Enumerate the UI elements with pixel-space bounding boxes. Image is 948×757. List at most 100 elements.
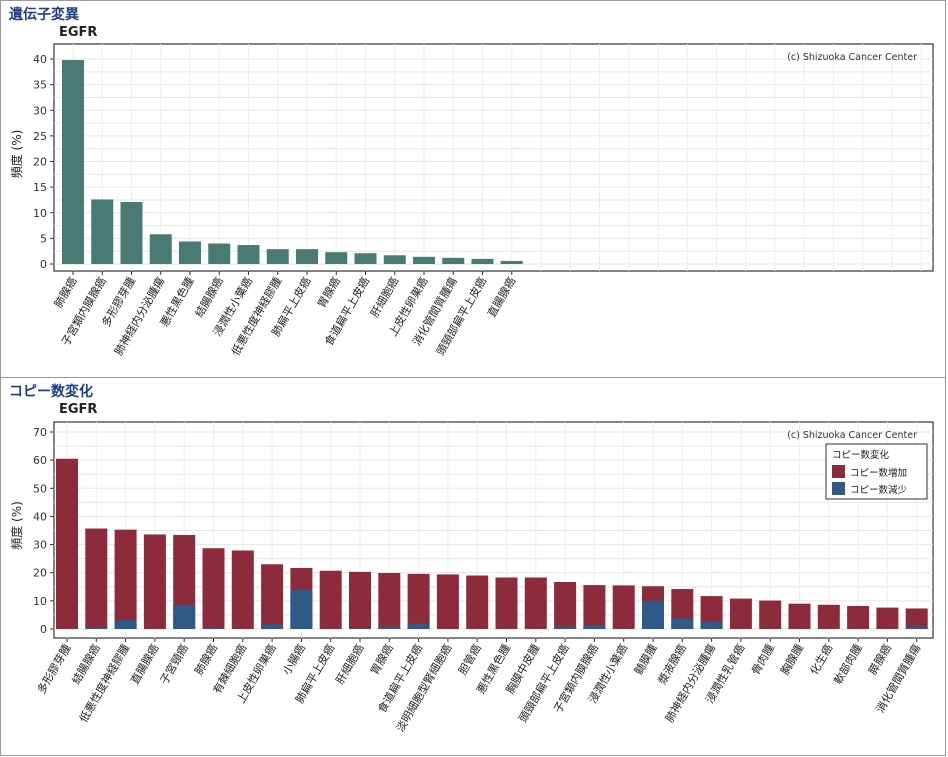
legend-entry: コピー数増加	[850, 467, 907, 479]
x-tick-label: 直腸腺癌	[127, 642, 161, 687]
bar-copy-gain	[788, 603, 811, 629]
x-tick-label: 直腸腺癌	[484, 275, 518, 320]
y-tick-label: 30	[33, 539, 47, 552]
bar-copy-gain	[759, 600, 782, 629]
x-tick-label: 肝細胞癌	[332, 642, 366, 687]
bar-copy-gain	[231, 550, 254, 629]
bar	[383, 255, 406, 264]
cnv-gene-title: EGFR	[59, 402, 98, 417]
bar-copy-loss	[905, 626, 928, 629]
bar-copy-gain	[378, 572, 401, 629]
x-tick-label: 漿液腺癌	[655, 642, 689, 687]
bar-copy-gain	[85, 528, 108, 629]
y-tick-label: 25	[33, 130, 47, 143]
legend-entry: コピー数減少	[850, 484, 908, 496]
x-tick-label: 胸腺腫	[777, 642, 806, 678]
bar	[325, 252, 348, 264]
bar-copy-gain	[349, 571, 371, 629]
copy-number-panel: コピー数変化 EGFR 0 10 20 30 40 50 60 70 頻度 (%) (c) Shi…	[0, 377, 946, 756]
bar-copy-loss	[407, 623, 430, 629]
plot-frame	[53, 43, 934, 272]
y-tick-label: 0	[40, 258, 47, 271]
bar	[62, 60, 84, 265]
x-tick-label: 子宮頸癌	[157, 642, 191, 687]
bar-copy-gain	[56, 458, 78, 629]
bar-copy-loss	[261, 624, 284, 629]
mutation-gene-title: EGFR	[59, 25, 98, 40]
bar	[266, 249, 289, 264]
bar-copy-loss	[173, 605, 196, 629]
x-tick-label: 髄膜腫	[631, 642, 660, 678]
x-tick-label: 結腸腺癌	[192, 275, 226, 320]
y-tick-label: 35	[33, 79, 47, 92]
y-tick-label: 0	[40, 623, 47, 636]
bar-copy-gain	[407, 573, 430, 629]
bar-copy-loss	[554, 626, 577, 629]
bar-copy-loss	[290, 589, 313, 629]
bar-copy-gain	[847, 605, 870, 629]
x-tick-label: 肺腺癌	[51, 275, 80, 311]
bar-copy-loss	[202, 627, 225, 629]
y-tick-label: 10	[33, 595, 47, 608]
x-tick-label: 肺腺癌	[191, 642, 220, 678]
y-axis-label: 頻度 (%)	[9, 130, 24, 179]
copy-number-chart: 0 10 20 30 40 50 60 70 頻度 (%) (c) Shizuoka Cancer…	[9, 421, 934, 734]
bar-copy-gain	[729, 598, 752, 629]
cnv-section-title: コピー数変化	[9, 384, 93, 400]
y-tick-label: 50	[33, 482, 47, 495]
bar-copy-loss	[700, 621, 723, 629]
bar-copy-loss	[642, 600, 664, 629]
bar-copy-gain	[817, 604, 840, 629]
x-tick-label: 化生癌	[807, 642, 836, 678]
bar	[91, 199, 114, 264]
bar-copy-gain	[319, 570, 342, 629]
bar-copy-loss	[378, 626, 401, 629]
bar-copy-gain	[524, 577, 547, 629]
bar-copy-loss	[671, 618, 694, 629]
y-tick-label: 40	[33, 53, 47, 66]
watermark: (c) Shizuoka Cancer Center	[787, 52, 917, 63]
x-tick-label: 結腸腺癌	[69, 642, 103, 687]
bar-copy-gain	[466, 575, 489, 629]
bar-copy-loss	[349, 628, 371, 629]
bar-copy-gain	[114, 529, 137, 629]
bar-copy-loss	[583, 625, 606, 629]
mutation-panel: 遺伝子変異 EGFR 0 5 10 15 20 25 30 35 40 頻度 (%) (c) Shi…	[0, 0, 946, 378]
y-tick-label: 70	[33, 426, 47, 439]
y-axis-label: 頻度 (%)	[9, 501, 24, 550]
x-tick-label: 多形膠芽腫	[34, 642, 74, 697]
bar-copy-loss	[114, 620, 137, 629]
y-tick-label: 20	[33, 156, 47, 169]
bar-copy-gain	[700, 596, 723, 629]
bar-copy-loss	[85, 627, 108, 629]
bar	[237, 245, 260, 264]
y-tick-label: 30	[33, 104, 47, 117]
bar	[149, 234, 172, 264]
x-tick-label: 肝細胞癌	[367, 275, 401, 320]
y-tick-label: 10	[33, 207, 47, 220]
y-tick-label: 20	[33, 567, 47, 580]
y-tick-label: 15	[33, 181, 47, 194]
bar	[500, 260, 523, 264]
bar	[442, 257, 465, 264]
x-tick-label: 骨肉腫	[748, 642, 777, 678]
bar-copy-gain	[554, 582, 577, 629]
mutation-section-title: 遺伝子変異	[9, 7, 79, 23]
mutation-frequency-chart: 0 5 10 15 20 25 30 35 40 頻度 (%) (c) Shizuoka Cance…	[9, 43, 934, 358]
bar-copy-gain	[436, 574, 459, 629]
legend-swatch	[832, 465, 845, 478]
x-tick-label: 胃腺癌	[314, 275, 343, 311]
bar-copy-gain	[202, 548, 225, 629]
bar-copy-gain	[905, 608, 928, 629]
bar	[179, 241, 201, 264]
x-tick-label: 膵腺癌	[865, 642, 894, 678]
x-tick-label: 胆管癌	[455, 642, 484, 678]
x-tick-label: 小腸癌	[279, 642, 308, 678]
bar-copy-gain	[612, 585, 635, 629]
bar-copy-gain	[583, 585, 606, 629]
legend-title: コピー数変化	[832, 449, 890, 461]
y-tick-label: 5	[40, 232, 47, 245]
x-tick-label: 胃腺癌	[367, 642, 396, 678]
bar-copy-gain	[876, 607, 899, 629]
bar	[120, 201, 143, 264]
